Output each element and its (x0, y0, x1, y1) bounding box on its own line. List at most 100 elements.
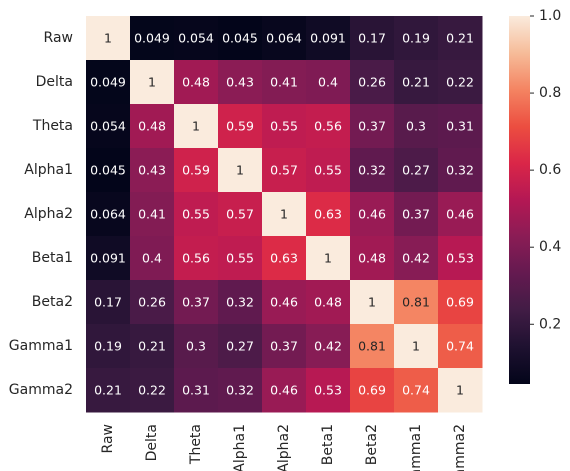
heatmap-cell (174, 104, 219, 149)
heatmap-cell-value: 0.43 (226, 75, 254, 90)
heatmap-cell-value: 0.46 (358, 207, 386, 222)
heatmap-cell-value: 0.31 (182, 383, 210, 398)
y-tick-label: Alpha1 (24, 162, 73, 178)
heatmap-cell (394, 60, 439, 105)
heatmap-cell (262, 60, 307, 105)
heatmap-cell (394, 148, 439, 193)
heatmap-cell (262, 368, 307, 413)
heatmap-cell-value: 0.17 (358, 31, 386, 46)
heatmap-cell-value: 0.56 (182, 251, 210, 266)
heatmap-cell (438, 148, 483, 193)
heatmap-cell (218, 16, 263, 61)
heatmap-cell-value: 0.81 (358, 339, 386, 354)
heatmap-cell (130, 60, 175, 105)
heatmap-cell (306, 16, 351, 61)
heatmap-cell (218, 192, 263, 237)
heatmap-cell (174, 324, 219, 369)
heatmap-cell-value: 1 (148, 75, 156, 90)
heatmap-cell-value: 0.049 (134, 31, 170, 46)
heatmap-cell-value: 0.46 (270, 383, 298, 398)
heatmap-cell-value: 0.46 (446, 207, 474, 222)
heatmap-cell-value: 0.32 (226, 383, 254, 398)
heatmap-cell (394, 192, 439, 237)
heatmap-cell-value: 0.3 (186, 339, 206, 354)
colorbar-tick-label: 0.6 (539, 162, 561, 178)
heatmap-cell-value: 0.27 (226, 339, 254, 354)
heatmap-cell (262, 16, 307, 61)
heatmap-cell-value: 1 (192, 119, 200, 134)
heatmap-cell-value: 0.57 (226, 207, 254, 222)
heatmap-cell (130, 236, 175, 281)
heatmap-cell-value: 1 (412, 339, 420, 354)
x-tick-label: Raw (100, 424, 116, 453)
x-tick-label: Theta (188, 424, 204, 465)
heatmap-cell-value: 0.48 (358, 251, 386, 266)
x-axis-tick-labels: Raw Delta Theta Alpha1 Alpha2 Beta1 Beta2 Gamma… (100, 424, 468, 471)
heatmap-cell (130, 368, 175, 413)
heatmap-cell-value: 1 (368, 295, 376, 310)
heatmap-cell-value: 0.17 (94, 295, 122, 310)
heatmap-cell-value: 0.41 (138, 207, 166, 222)
heatmap-cell-value: 0.22 (446, 75, 474, 90)
heatmap-cell-value: 0.48 (182, 75, 210, 90)
heatmap-cell-value: 0.43 (138, 163, 166, 178)
heatmap-cell (262, 236, 307, 281)
heatmap-cell-value: 0.045 (222, 31, 258, 46)
heatmap-cell-value: 0.049 (90, 75, 126, 90)
heatmap-cell (262, 104, 307, 149)
heatmap-cell-value: 0.054 (178, 31, 214, 46)
heatmap-cell-value: 0.19 (402, 31, 430, 46)
heatmap-cell (306, 368, 351, 413)
y-tick-label: Beta1 (32, 250, 73, 266)
heatmap-cell (350, 236, 395, 281)
x-tick-label: Beta2 (364, 424, 380, 465)
heatmap-cell (262, 324, 307, 369)
heatmap-cell (174, 368, 219, 413)
heatmap-cell (306, 148, 351, 193)
heatmap-cell (86, 192, 131, 237)
heatmap-cell (218, 280, 263, 325)
heatmap-cell (218, 324, 263, 369)
heatmap-cell (438, 60, 483, 105)
heatmap-cell (350, 16, 395, 61)
heatmap-cell (306, 104, 351, 149)
heatmap-cell (130, 324, 175, 369)
heatmap-cell-value: 0.74 (446, 339, 474, 354)
x-tick-label: Alpha2 (276, 424, 292, 471)
heatmap-cell (394, 324, 439, 369)
colorbar (509, 16, 530, 384)
heatmap-cell-value: 0.55 (270, 119, 298, 134)
heatmap-cell (438, 192, 483, 237)
heatmap-cell-value: 0.32 (446, 163, 474, 178)
heatmap-cell (174, 236, 219, 281)
heatmap-cell-value: 0.21 (446, 31, 474, 46)
heatmap-cell (438, 324, 483, 369)
heatmap-cell-value: 0.81 (402, 295, 430, 310)
heatmap-cell (174, 148, 219, 193)
heatmap-cell (218, 60, 263, 105)
heatmap-cell-value: 0.55 (182, 207, 210, 222)
heatmap-cell-value: 0.31 (446, 119, 474, 134)
heatmap-cell (438, 280, 483, 325)
heatmap-cell (262, 280, 307, 325)
heatmap-cell (394, 16, 439, 61)
heatmap-cell-value: 0.3 (406, 119, 426, 134)
heatmap-cell-value: 0.37 (402, 207, 430, 222)
y-tick-label: Gamma2 (9, 382, 73, 398)
heatmap-cell (394, 104, 439, 149)
heatmap-cell-value: 0.63 (314, 207, 342, 222)
heatmap-cell (218, 148, 263, 193)
heatmap-cell (130, 104, 175, 149)
heatmap-cell (86, 148, 131, 193)
heatmap-cell (174, 16, 219, 61)
heatmap-cell-value: 0.37 (270, 339, 298, 354)
y-tick-label: Delta (36, 74, 73, 90)
y-tick-label: Alpha2 (24, 206, 73, 222)
heatmap-cell-value: 0.37 (358, 119, 386, 134)
heatmap-cell-value: 1 (280, 207, 288, 222)
heatmap-cell-value: 0.21 (94, 383, 122, 398)
heatmap-cell (306, 236, 351, 281)
heatmap-cell-value: 0.48 (314, 295, 342, 310)
heatmap-cell-value: 0.46 (270, 295, 298, 310)
